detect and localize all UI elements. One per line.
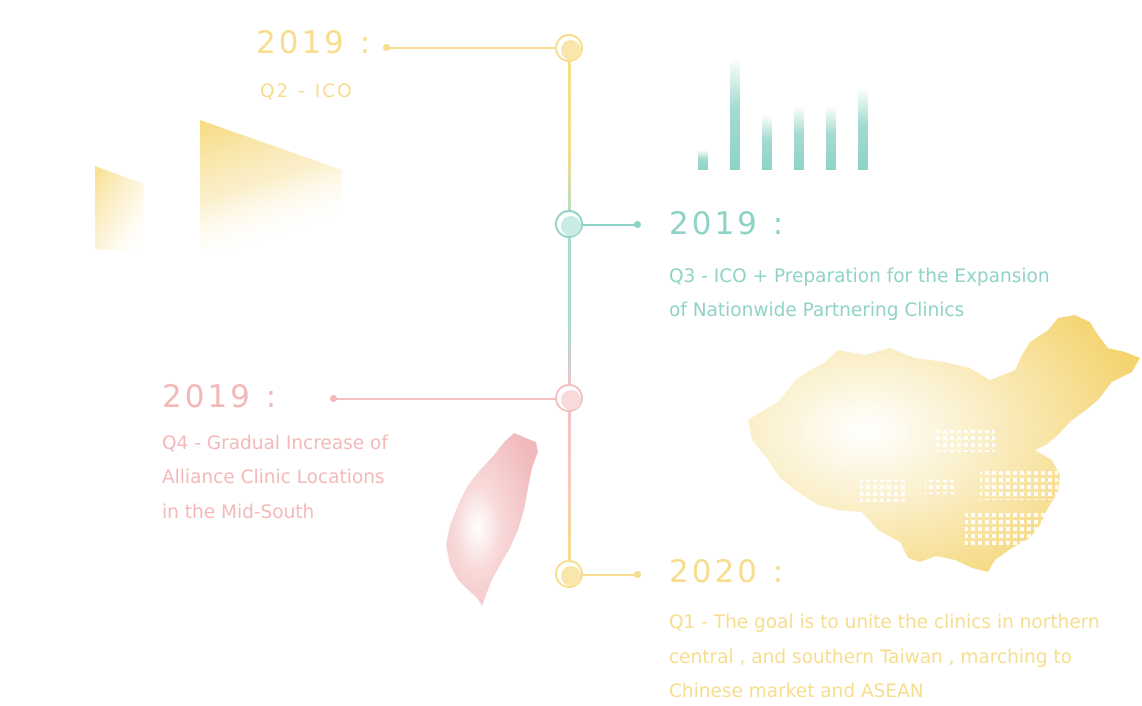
timeline-connector — [386, 47, 555, 49]
timeline-year-2019-q4: 2019 : — [162, 379, 280, 415]
timeline-node-2019-q4 — [555, 384, 583, 412]
timeline-dot — [634, 571, 641, 578]
china-map — [748, 315, 1140, 572]
bar-chart-bar — [762, 115, 772, 170]
timeline-connector — [583, 574, 638, 576]
timeline-desc-2019-q3-line1: Q3 - ICO + Preparation for the Expansion — [669, 266, 1050, 287]
taiwan-map — [446, 433, 538, 606]
timeline-year-2019-q3: 2019 : — [669, 206, 787, 242]
bar-chart-bar — [698, 150, 708, 170]
bar-chart-bar — [858, 88, 868, 170]
timeline-desc-2019-q3-line2: of Nationwide Partnering Clinics — [669, 300, 965, 321]
timeline-desc-2019-q4-line1: Q4 - Gradual Increase of — [162, 433, 388, 454]
timeline-desc-2019-q2: Q2 - ICO — [260, 81, 354, 102]
bar-chart-bar — [794, 106, 804, 170]
timeline-connector — [334, 398, 555, 400]
bar-chart-bar — [826, 106, 836, 170]
timeline-dot — [330, 395, 337, 402]
timeline-desc-2019-q4-line2: Alliance Clinic Locations — [162, 467, 385, 488]
timeline-dot — [634, 221, 641, 228]
timeline-connector — [583, 224, 638, 226]
timeline-desc-2020-q1-line3: Chinese market and ASEAN — [669, 681, 924, 702]
timeline-year-2019-q2: 2019 : — [256, 25, 374, 61]
timeline-desc-2020-q1-line1: Q1 - The goal is to unite the clinics in… — [669, 612, 1100, 633]
timeline-spine — [568, 48, 571, 575]
timeline-node-2019-q2 — [555, 34, 583, 62]
timeline-node-2019-q3 — [555, 210, 583, 238]
timeline-desc-2020-q1-line2: central , and southern Taiwan , marching… — [669, 647, 1072, 668]
timeline-dot — [383, 44, 390, 51]
timeline-node-2020-q1 — [555, 560, 583, 588]
bar-chart-decoration — [698, 58, 873, 170]
bar-chart-bar — [730, 58, 740, 170]
timeline-year-2020-q1: 2020 : — [669, 554, 787, 590]
timeline-desc-2019-q4-line3: in the Mid-South — [162, 502, 315, 523]
isometric-blocks-decoration — [95, 120, 342, 255]
